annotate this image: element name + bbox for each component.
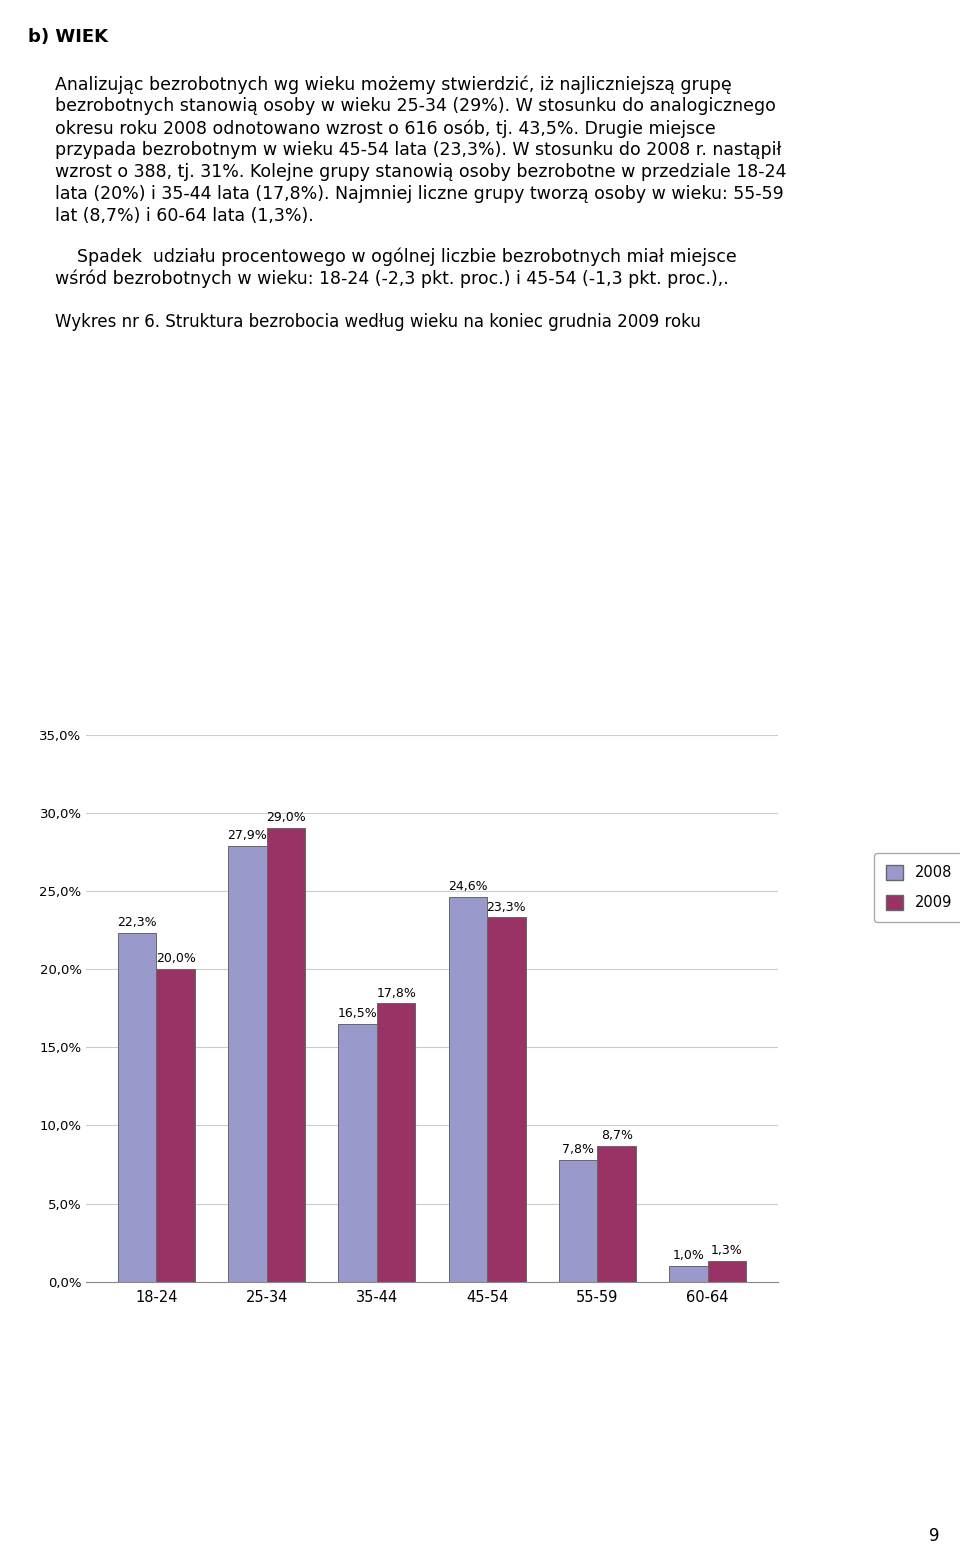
Legend: 2008, 2009: 2008, 2009 xyxy=(874,853,960,922)
Text: 1,3%: 1,3% xyxy=(711,1244,743,1257)
Text: wśród bezrobotnych w wieku: 18-24 (-2,3 pkt. proc.) i 45-54 (-1,3 pkt. proc.),.: wśród bezrobotnych w wieku: 18-24 (-2,3 … xyxy=(55,269,740,288)
Text: Spadek  udziału procentowego w ogólnej liczbie bezrobotnych miał miejsce: Spadek udziału procentowego w ogólnej li… xyxy=(55,247,736,266)
Text: 24,6%: 24,6% xyxy=(448,880,488,894)
Bar xyxy=(487,917,526,1282)
Text: 27,9%: 27,9% xyxy=(228,828,267,841)
Bar xyxy=(267,828,305,1282)
Text: lata (20%) i 35-44 lata (17,8%). Najmniej liczne grupy tworzą osoby w wieku: 55-: lata (20%) i 35-44 lata (17,8%). Najmnie… xyxy=(55,184,783,203)
Bar xyxy=(118,933,156,1282)
Text: 29,0%: 29,0% xyxy=(266,811,306,825)
Text: 7,8%: 7,8% xyxy=(562,1143,594,1157)
Text: 20,0%: 20,0% xyxy=(156,952,196,966)
Text: 8,7%: 8,7% xyxy=(601,1128,633,1141)
Bar xyxy=(228,846,267,1282)
Text: 9: 9 xyxy=(929,1527,940,1544)
Text: Wykres nr 6. Struktura bezrobocia według wieku na koniec grudnia 2009 roku: Wykres nr 6. Struktura bezrobocia według… xyxy=(55,313,701,331)
Text: bezrobotnych stanowią osoby w wieku 25-34 (29%). W stosunku do analogicznego: bezrobotnych stanowią osoby w wieku 25-3… xyxy=(55,97,776,116)
Text: 22,3%: 22,3% xyxy=(117,916,156,928)
Text: przypada bezrobotnym w wieku 45-54 lata (23,3%). W stosunku do 2008 r. nastąpił: przypada bezrobotnym w wieku 45-54 lata … xyxy=(55,141,781,159)
Text: b) WIEK: b) WIEK xyxy=(28,28,108,45)
Text: 17,8%: 17,8% xyxy=(376,986,416,1000)
Bar xyxy=(559,1160,597,1282)
Bar xyxy=(377,1003,416,1282)
Text: wzrost o 388, tj. 31%. Kolejne grupy stanowią osoby bezrobotne w przedziale 18-2: wzrost o 388, tj. 31%. Kolejne grupy sta… xyxy=(55,163,786,181)
Bar xyxy=(669,1266,708,1282)
Bar xyxy=(448,897,487,1282)
Bar xyxy=(338,1024,377,1282)
Bar xyxy=(156,969,195,1282)
Text: lat (8,7%) i 60-64 lata (1,3%).: lat (8,7%) i 60-64 lata (1,3%). xyxy=(55,206,314,225)
Bar xyxy=(708,1261,746,1282)
Text: 23,3%: 23,3% xyxy=(487,900,526,913)
Text: 1,0%: 1,0% xyxy=(672,1249,705,1263)
Text: Analizując bezrobotnych wg wieku możemy stwierdzić, iż najliczniejszą grupę: Analizując bezrobotnych wg wieku możemy … xyxy=(55,75,732,94)
Bar xyxy=(597,1146,636,1282)
Text: 16,5%: 16,5% xyxy=(338,1007,377,1021)
Text: okresu roku 2008 odnotowano wzrost o 616 osób, tj. 43,5%. Drugie miejsce: okresu roku 2008 odnotowano wzrost o 616… xyxy=(55,119,716,138)
